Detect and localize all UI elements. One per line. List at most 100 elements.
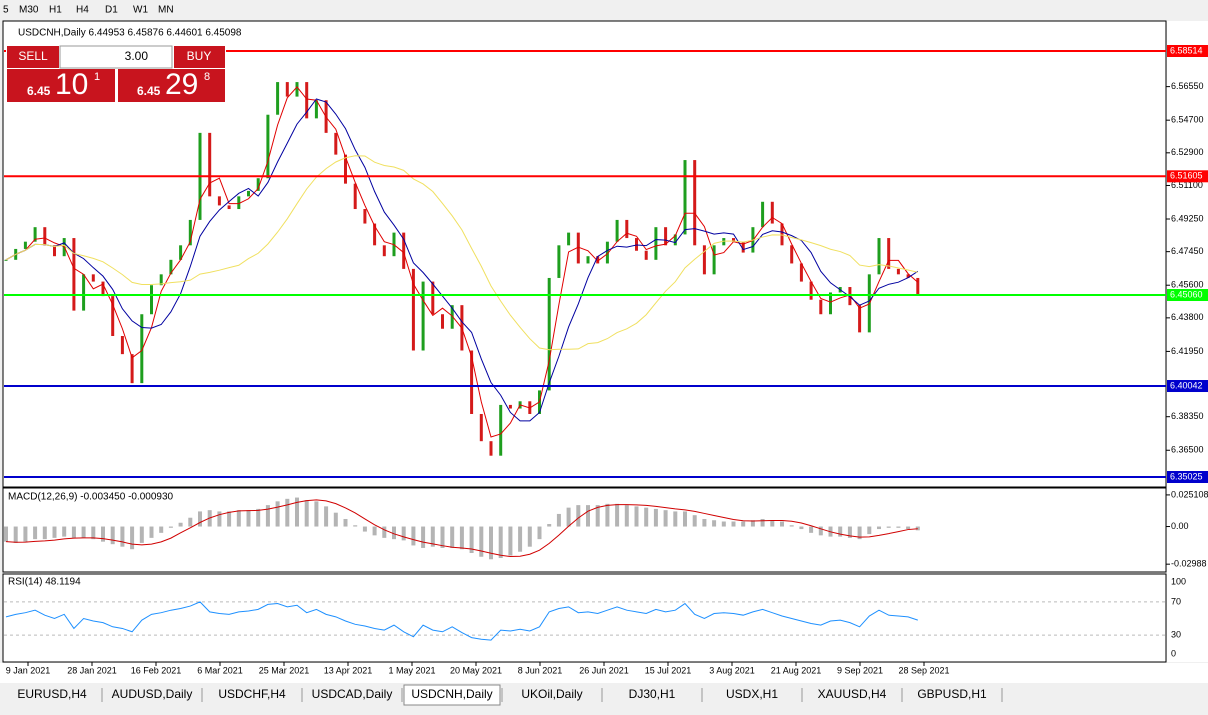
macd-bar [343, 518, 348, 527]
candle [140, 314, 144, 384]
tab[interactable] [403, 684, 501, 706]
candle [508, 404, 512, 409]
y-tick-label: 6.47450 [1171, 246, 1204, 256]
candle [829, 292, 832, 315]
tab[interactable] [104, 685, 200, 705]
y-tick-label: 6.56550 [1171, 81, 1204, 91]
candle [266, 114, 270, 179]
macd-bar [324, 506, 329, 527]
macd-bar [906, 526, 911, 530]
candle [877, 238, 881, 275]
macd-bar [595, 505, 600, 527]
tab[interactable] [204, 685, 300, 705]
x-tick-label: 9 Jan 2021 [6, 665, 51, 675]
buy-price-box[interactable] [118, 69, 225, 102]
macd-bar [256, 508, 261, 527]
timeframe-button[interactable]: H4 [76, 5, 89, 16]
timeframe-button[interactable]: H1 [49, 5, 62, 16]
macd-bar [362, 526, 367, 532]
macd-bar [401, 526, 406, 541]
candle [431, 281, 435, 315]
level-label-bg [1167, 170, 1208, 183]
macd-bar [489, 526, 493, 560]
y-tick-label: 6.36500 [1171, 445, 1204, 455]
x-tick-label: 6 Mar 2021 [197, 665, 243, 675]
x-tick-label: 15 Jul 2021 [645, 665, 692, 675]
candle [625, 219, 629, 239]
candle [305, 82, 309, 119]
macd-bar [469, 526, 474, 553]
volume-input[interactable] [59, 45, 173, 69]
candle [790, 245, 794, 264]
candle [741, 241, 745, 253]
x-tick-label: 25 Mar 2021 [259, 665, 310, 675]
tab[interactable] [804, 685, 900, 705]
macd-bar [624, 505, 629, 527]
macd-plot [4, 497, 920, 560]
tab[interactable] [504, 685, 600, 705]
tab[interactable] [904, 685, 1000, 705]
macd-bar [295, 497, 299, 527]
macd-bar [741, 521, 746, 527]
candle [373, 223, 377, 246]
timeframe-button[interactable]: 5 [3, 5, 9, 16]
macd-bar [450, 526, 455, 548]
timeframe-button[interactable]: MN [158, 5, 174, 16]
macd-bar [188, 517, 193, 527]
timeframe-button[interactable]: M30 [19, 5, 39, 16]
buy-button[interactable] [174, 46, 225, 68]
candle [693, 160, 697, 246]
tab[interactable] [704, 685, 800, 705]
level-label: 6.58514 [1170, 45, 1203, 55]
candle [208, 132, 212, 197]
macd-bar [459, 526, 464, 550]
macd-bar [101, 526, 105, 542]
tab-label: XAUUSD,H4 [818, 687, 887, 701]
tab[interactable] [304, 685, 400, 705]
candle [557, 245, 561, 278]
y-tick-label: -0.02988 [1171, 559, 1207, 569]
y-tick-label: 100 [1171, 576, 1186, 586]
candle [256, 178, 260, 191]
tab[interactable] [604, 685, 700, 705]
candle [120, 335, 124, 355]
timeframe-button[interactable]: W1 [133, 5, 148, 16]
level-label-bg [1167, 45, 1208, 57]
macd-bar [508, 526, 513, 556]
x-tick-label: 8 Jun 2021 [518, 665, 563, 675]
macd-bar [4, 526, 8, 542]
candle [799, 263, 803, 282]
candle [702, 245, 706, 275]
macd-bar [615, 503, 620, 527]
macd-bar [198, 511, 202, 527]
macd-bar [81, 526, 86, 538]
tab-label: GBPUSD,H1 [917, 687, 987, 701]
macd-bar [702, 518, 707, 527]
rsi-plot [4, 601, 1166, 641]
sell-price-big: 6.45 [27, 84, 51, 98]
candle [179, 245, 183, 260]
macd-bar [372, 526, 377, 536]
sell-price-box[interactable] [7, 69, 115, 102]
x-tick-label: 28 Sep 2021 [898, 665, 949, 675]
macd-bar [527, 526, 532, 547]
candle [441, 314, 444, 329]
rsi-line [5, 601, 918, 641]
tab[interactable] [4, 685, 100, 705]
candle [858, 305, 862, 333]
moving-average [5, 98, 919, 422]
macd-bar [392, 526, 396, 540]
macd-bar [110, 526, 115, 545]
candle [4, 259, 8, 261]
timeframe-button[interactable]: D1 [105, 5, 118, 16]
toolbar [0, 0, 1208, 20]
level-label: 6.51605 [1170, 171, 1203, 181]
y-tick-label: 6.45600 [1171, 280, 1204, 290]
macd-bar [139, 526, 144, 543]
macd-bar [71, 526, 76, 538]
candle [285, 82, 289, 97]
sell-price-mid: 10 [55, 68, 88, 101]
sell-button[interactable] [7, 46, 59, 68]
